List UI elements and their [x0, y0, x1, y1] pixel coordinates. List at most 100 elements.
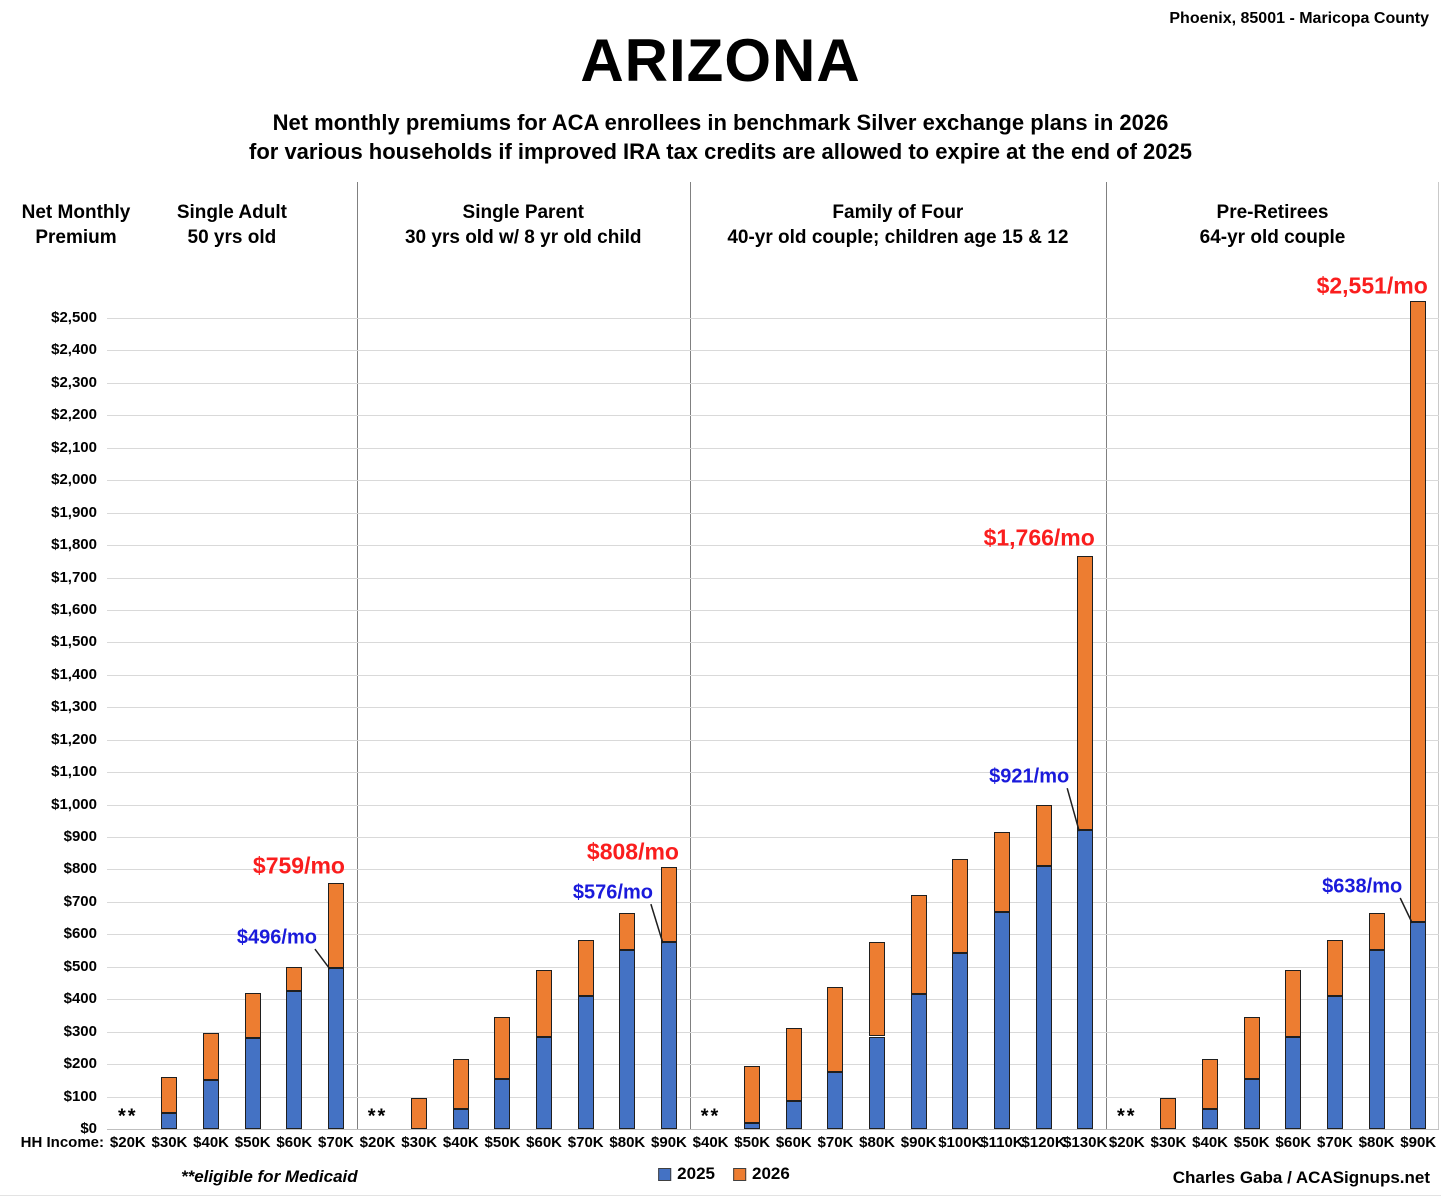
x-tick-label: $30K	[1150, 1134, 1187, 1151]
y-tick-label: $1,500	[51, 633, 97, 651]
bar-2026	[577, 940, 594, 996]
x-tick-label: $60K	[775, 1134, 812, 1151]
x-tick-label: $70K	[567, 1134, 604, 1151]
x-tick-label: $30K	[151, 1134, 188, 1151]
callout-2025-label: $576/mo	[572, 881, 653, 904]
y-tick-label: $1,900	[51, 503, 97, 521]
legend-swatch-2026	[733, 1167, 746, 1181]
x-tick-label: $50K	[734, 1134, 771, 1151]
bar-2026	[536, 970, 553, 1037]
bar-2026	[1410, 301, 1427, 923]
y-axis-title: Net Monthly Premium	[21, 202, 131, 248]
bar-2025	[660, 942, 677, 1129]
gridline	[107, 966, 1439, 968]
x-tick-label: $30K	[401, 1134, 438, 1151]
bar-2025	[952, 953, 969, 1129]
bar-2026	[869, 941, 886, 1037]
bottom-divider	[0, 1195, 1441, 1196]
gridline	[107, 1064, 1439, 1066]
bar-2025	[1285, 1036, 1302, 1129]
panel-header-line1: Family of Four	[832, 202, 964, 223]
x-tick-label: $90K	[1400, 1134, 1437, 1151]
gridline	[107, 837, 1439, 838]
x-tick-label: $90K	[900, 1134, 937, 1151]
y-tick-label: $2,000	[51, 471, 97, 489]
panel-header: Family of Four 40-yr old couple; children…	[727, 200, 1068, 250]
legend-swatch-2025	[658, 1167, 672, 1181]
gridline	[107, 415, 1439, 417]
bar-2026	[327, 882, 344, 969]
y-tick-label: $1,600	[51, 600, 97, 618]
bar-2026	[910, 895, 927, 995]
bar-2026	[785, 1028, 802, 1102]
y-tick-label: $0	[80, 1120, 97, 1137]
y-tick-label: $600	[63, 925, 97, 943]
y-tick-label: $2,400	[51, 341, 97, 359]
x-tick-label: $50K	[484, 1134, 521, 1151]
bar-2025	[827, 1071, 844, 1129]
y-tick-label: $700	[63, 892, 97, 910]
panel-header-line2: 50 yrs old	[187, 227, 277, 248]
gridline	[107, 382, 1439, 384]
x-tick-label: $80K	[1358, 1134, 1395, 1151]
panel-header: Single Adult 50 yrs old	[177, 200, 287, 250]
panel-header-line1: Single Parent	[462, 202, 584, 223]
x-tick-label: $60K	[526, 1134, 562, 1151]
legend-label: 2025	[677, 1164, 715, 1183]
bar-2026	[660, 866, 677, 943]
bar-2025	[993, 911, 1010, 1129]
bar-2026	[744, 1065, 761, 1124]
bar-2025	[1243, 1078, 1260, 1129]
bar-2025	[869, 1036, 886, 1129]
gridline	[107, 447, 1439, 449]
y-tick-label: $1,300	[51, 698, 97, 716]
gridline	[107, 772, 1439, 774]
y-tick-label: $300	[63, 1022, 97, 1040]
bar-2026	[1077, 556, 1094, 831]
x-tick-label: $70K	[817, 1134, 854, 1151]
panel-header-line2: 30 yrs old w/ 8 yr old child	[404, 227, 642, 248]
callout-2026-label: $808/mo	[586, 838, 679, 865]
gridline	[107, 1129, 1439, 1130]
bar-2025	[1368, 950, 1385, 1129]
y-tick-label: $2,100	[51, 438, 97, 456]
x-tick-label: $40K	[692, 1134, 729, 1151]
bar-2025	[577, 995, 594, 1129]
page-title: ARIZONA	[580, 27, 861, 94]
x-tick-label: $110K	[980, 1134, 1024, 1151]
bar-2026	[619, 913, 636, 951]
callout-2026-label: $759/mo	[252, 852, 345, 879]
x-axis-title: HH Income:	[20, 1134, 104, 1151]
gridline	[107, 317, 1439, 319]
x-tick-label: $60K	[1275, 1134, 1312, 1151]
plot-right-edge	[1438, 182, 1439, 1129]
gridline	[107, 480, 1439, 482]
gridline	[107, 804, 1439, 806]
bar-2025	[327, 968, 344, 1129]
bar-2025	[785, 1101, 802, 1129]
gridline	[107, 901, 1439, 903]
location-label: Phoenix, 85001 - Maricopa County	[1169, 10, 1429, 27]
y-tick-label: $2,500	[51, 308, 97, 326]
chart-subtitle: Net monthly premiums for ACA enrollees i…	[0, 108, 1441, 166]
medicaid-marker: **	[118, 1105, 138, 1128]
y-tick-label: $2,200	[51, 406, 97, 424]
panel-header-line1: Pre-Retirees	[1216, 202, 1329, 223]
x-tick-label: $70K	[318, 1134, 354, 1151]
bar-2026	[494, 1017, 511, 1079]
bar-2026	[286, 966, 303, 992]
x-tick-label: $20K	[359, 1134, 396, 1151]
medicaid-marker: **	[1117, 1105, 1137, 1128]
bar-2025	[1202, 1109, 1219, 1129]
bar-2026	[1202, 1059, 1219, 1110]
x-tick-label: $80K	[609, 1134, 646, 1151]
gridline	[107, 1096, 1439, 1098]
bar-2025	[910, 994, 927, 1129]
bar-2025	[244, 1037, 261, 1129]
legend-item-2026: 2026	[733, 1164, 790, 1184]
legend-item-2025: 2025	[658, 1164, 715, 1184]
gridline	[107, 350, 1439, 352]
y-tick-label: $900	[63, 828, 97, 845]
